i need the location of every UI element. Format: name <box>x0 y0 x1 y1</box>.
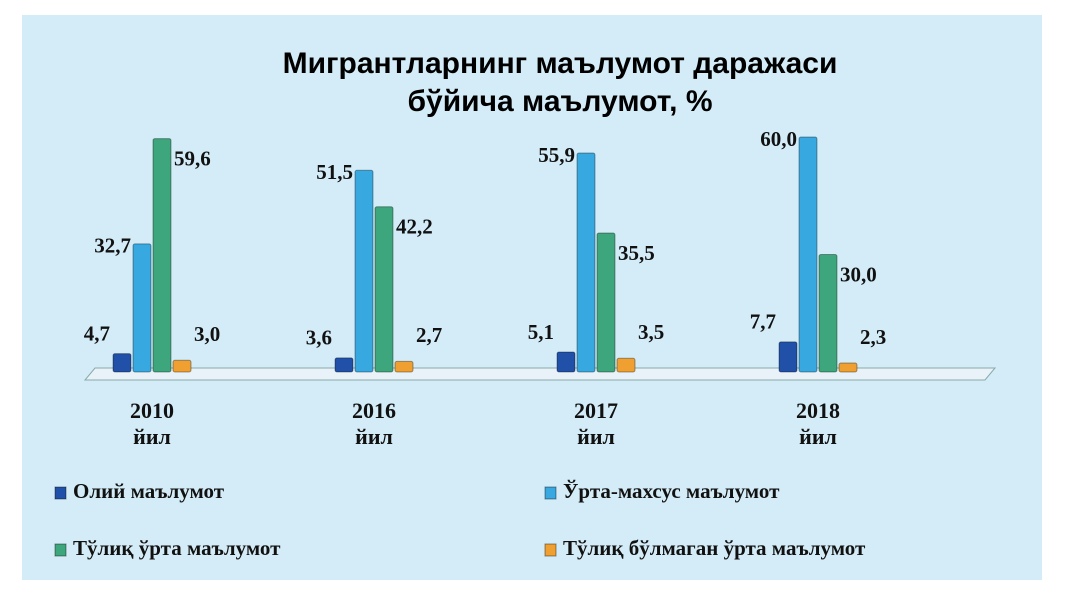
bar <box>818 254 838 373</box>
bar <box>334 357 354 373</box>
value-label: 3,0 <box>194 322 220 346</box>
value-label: 51,5 <box>316 160 353 184</box>
legend-swatch <box>54 543 67 557</box>
x-tick-label: 2016 йил <box>352 398 396 449</box>
value-label: 2,7 <box>416 323 442 347</box>
x-tick-label: 2018 йил <box>796 398 840 449</box>
value-label: 42,2 <box>396 215 433 239</box>
value-label: 7,7 <box>750 310 776 334</box>
bar <box>354 169 374 373</box>
bar <box>394 360 414 373</box>
value-label: 60,0 <box>760 127 797 151</box>
legend-label: Олий маълумот <box>73 479 225 503</box>
legend-label: Тўлиқ ўрта маълумот <box>73 536 281 560</box>
floor <box>83 367 997 381</box>
value-label: 32,7 <box>94 234 131 258</box>
value-label: 3,5 <box>638 320 664 344</box>
panel <box>22 15 1042 580</box>
bar <box>778 341 798 373</box>
chart-title: Мигрантларнинг маълумот даражаси <box>283 47 838 80</box>
value-label: 2,3 <box>860 325 886 349</box>
value-label: 35,5 <box>618 241 655 265</box>
bar <box>112 353 132 373</box>
bar <box>838 362 858 373</box>
value-label: 5,1 <box>528 320 554 344</box>
legend-swatch <box>54 486 67 500</box>
bar <box>596 232 616 373</box>
legend-label: Ўрта-махсус маълумот <box>563 479 780 503</box>
bar <box>576 152 596 373</box>
bar <box>172 359 192 373</box>
value-label: 30,0 <box>840 262 877 286</box>
value-label: 55,9 <box>538 143 575 167</box>
value-label: 4,7 <box>84 321 110 345</box>
legend-label: Тўлиқ бўлмаган ўрта маълумот <box>563 536 866 560</box>
bar <box>798 136 818 373</box>
legend-swatch <box>544 486 557 500</box>
value-label: 3,6 <box>306 326 332 350</box>
legend-swatch <box>544 543 557 557</box>
x-tick-label: 2017 йил <box>574 398 618 449</box>
x-tick-label: 2010 йил <box>130 398 174 449</box>
bar <box>132 243 152 373</box>
chart-subtitle: бўйича маълумот, % <box>408 85 713 118</box>
bar <box>616 357 636 373</box>
value-label: 59,6 <box>174 146 211 170</box>
bar <box>556 351 576 373</box>
bar <box>374 206 394 373</box>
bar <box>152 138 172 373</box>
